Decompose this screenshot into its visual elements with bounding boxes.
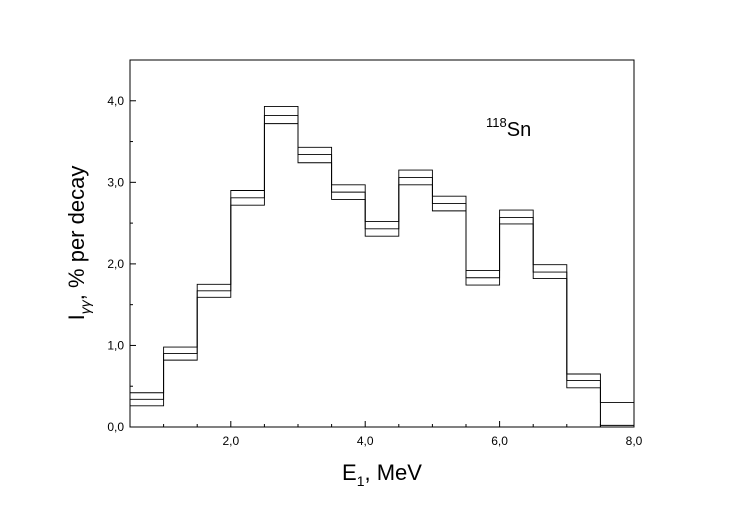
x-axis-title-main: E: [342, 460, 357, 485]
histogram-series-line: [129, 123, 634, 428]
isotope-annotation: 118Sn: [486, 115, 531, 141]
y-tick-label: 3,0: [107, 175, 124, 189]
x-tick-label: 6,0: [491, 434, 508, 448]
y-tick-label: 4,0: [107, 94, 124, 108]
y-axis-title: Iγγ, % per decay: [64, 166, 93, 321]
y-tick-label: 2,0: [107, 257, 124, 271]
tick-labels: 0,0 1,0 2,0 3,0 4,0 2,0 4,0 6,0 8,0: [107, 94, 642, 448]
x-axis-title-rest: , MeV: [365, 460, 423, 485]
annotation-text: Sn: [507, 119, 531, 141]
x-tick-label: 4,0: [357, 434, 374, 448]
axis-ticks: [130, 59, 635, 428]
histogram-series-line: [129, 115, 635, 427]
annotation-superscript: 118: [486, 115, 507, 130]
x-axis-title-sub: 1: [357, 473, 365, 489]
y-axis-title-main: I: [64, 314, 89, 320]
x-axis-title: E1, MeV: [342, 460, 422, 489]
y-axis-title-rest: , % per decay: [64, 166, 89, 301]
y-tick-label: 1,0: [107, 338, 124, 352]
y-tick-label: 0,0: [107, 420, 124, 434]
x-tick-label: 8,0: [626, 434, 643, 448]
series-layer: [129, 106, 635, 428]
y-axis-title-sub: γγ: [77, 299, 93, 314]
plot-frame: [129, 59, 635, 428]
x-tick-label: 2,0: [222, 434, 239, 448]
histogram-series-line: [129, 106, 635, 427]
